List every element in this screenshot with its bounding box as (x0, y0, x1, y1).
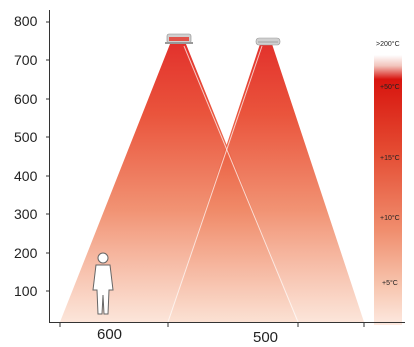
legend-label: +5°C (382, 280, 398, 287)
ceiling-heater-icon (165, 33, 193, 44)
legend-label: +15°C (380, 155, 400, 162)
person-silhouette-icon (92, 252, 114, 315)
beam-edge-left-inner (183, 45, 299, 323)
y-tick-label: 700 (14, 52, 38, 68)
y-tick-label: 300 (14, 206, 38, 222)
y-axis-line (49, 10, 50, 323)
y-tick-label: 400 (14, 168, 38, 184)
x-label: 500 (253, 329, 279, 346)
y-tick-label: 500 (14, 129, 38, 145)
x-label: 600 (97, 326, 123, 343)
temperature-legend-bar (374, 55, 402, 325)
y-tick-label: 600 (14, 91, 38, 107)
x-axis-line (49, 322, 405, 323)
legend-label: >200°C (376, 41, 400, 48)
y-tick-label: 200 (14, 245, 38, 261)
beam-edge-right-inner (167, 45, 263, 323)
y-tick-label: 100 (14, 283, 38, 299)
heat-cone-right (168, 44, 364, 322)
legend-label: +50°C (380, 84, 400, 91)
legend-label: +10°C (380, 215, 400, 222)
ceiling-heater-icon (255, 37, 281, 46)
y-tick-label: 800 (14, 13, 38, 29)
